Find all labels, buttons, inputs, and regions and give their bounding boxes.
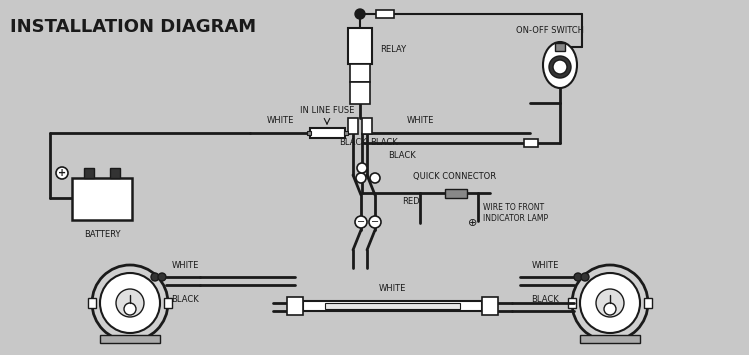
Circle shape: [580, 273, 640, 333]
FancyBboxPatch shape: [307, 131, 311, 135]
Circle shape: [553, 60, 567, 74]
Text: BLACK: BLACK: [531, 295, 559, 304]
Circle shape: [100, 273, 160, 333]
Circle shape: [581, 273, 589, 281]
FancyBboxPatch shape: [344, 131, 348, 135]
Circle shape: [56, 167, 68, 179]
Text: WHITE: WHITE: [406, 116, 434, 125]
Text: −: −: [357, 217, 365, 227]
Circle shape: [549, 56, 571, 78]
FancyBboxPatch shape: [88, 298, 96, 308]
Text: BLACK: BLACK: [339, 138, 367, 147]
Circle shape: [355, 9, 365, 19]
FancyBboxPatch shape: [644, 298, 652, 308]
Text: +: +: [58, 168, 66, 178]
FancyBboxPatch shape: [445, 189, 467, 198]
FancyBboxPatch shape: [348, 28, 372, 64]
Ellipse shape: [543, 42, 577, 88]
Circle shape: [370, 173, 380, 183]
FancyBboxPatch shape: [555, 43, 565, 51]
FancyBboxPatch shape: [376, 10, 394, 18]
FancyBboxPatch shape: [348, 118, 358, 134]
Text: BLACK: BLACK: [388, 151, 416, 159]
Text: BLACK: BLACK: [370, 138, 398, 147]
Circle shape: [92, 265, 168, 341]
FancyBboxPatch shape: [110, 168, 120, 178]
Circle shape: [124, 303, 136, 315]
Text: BATTERY: BATTERY: [84, 230, 121, 239]
Text: RED: RED: [402, 197, 419, 206]
Text: QUICK CONNECTOR: QUICK CONNECTOR: [413, 172, 497, 181]
Text: INSTALLATION DIAGRAM: INSTALLATION DIAGRAM: [10, 18, 256, 36]
Text: RELAY: RELAY: [380, 45, 406, 55]
FancyBboxPatch shape: [350, 82, 370, 104]
Text: WHITE: WHITE: [531, 261, 559, 270]
FancyBboxPatch shape: [100, 335, 160, 343]
Circle shape: [116, 289, 144, 317]
Circle shape: [158, 273, 166, 281]
Circle shape: [572, 265, 648, 341]
FancyBboxPatch shape: [580, 335, 640, 343]
FancyBboxPatch shape: [524, 139, 538, 147]
FancyBboxPatch shape: [568, 298, 576, 308]
FancyBboxPatch shape: [482, 297, 498, 315]
FancyBboxPatch shape: [362, 118, 372, 134]
Text: WHITE: WHITE: [172, 261, 198, 270]
Circle shape: [369, 216, 381, 228]
FancyBboxPatch shape: [303, 301, 482, 311]
Circle shape: [596, 289, 624, 317]
Circle shape: [356, 173, 366, 183]
Text: BLACK: BLACK: [171, 295, 199, 304]
FancyBboxPatch shape: [164, 298, 172, 308]
FancyBboxPatch shape: [325, 303, 460, 309]
FancyBboxPatch shape: [84, 168, 94, 178]
Circle shape: [357, 163, 367, 173]
Circle shape: [151, 273, 159, 281]
FancyBboxPatch shape: [350, 64, 370, 82]
Text: −: −: [371, 217, 379, 227]
Circle shape: [355, 216, 367, 228]
Text: WHITE: WHITE: [267, 116, 294, 125]
FancyBboxPatch shape: [287, 297, 303, 315]
Circle shape: [604, 303, 616, 315]
FancyBboxPatch shape: [310, 128, 345, 138]
Text: ⊕: ⊕: [468, 218, 478, 228]
Circle shape: [574, 273, 582, 281]
Text: WHITE: WHITE: [378, 284, 406, 293]
Text: IN LINE FUSE: IN LINE FUSE: [300, 106, 354, 115]
FancyBboxPatch shape: [72, 178, 132, 220]
Text: ON-OFF SWITCH: ON-OFF SWITCH: [516, 26, 584, 35]
Text: WIRE TO FRONT
INDICATOR LAMP: WIRE TO FRONT INDICATOR LAMP: [483, 203, 548, 223]
